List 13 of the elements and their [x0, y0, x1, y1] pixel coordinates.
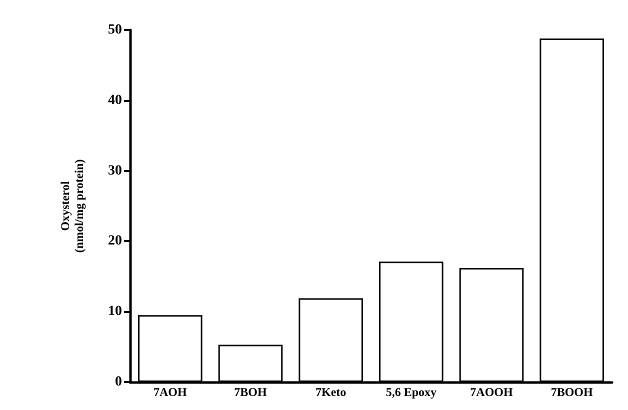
x-tick-label: 5,6 Epoxy: [386, 385, 437, 399]
x-tick-label: 7Keto: [316, 385, 346, 399]
x-tick-label: 7BOOH: [550, 385, 594, 399]
y-axis-title: Oxysterol (nmol/mg protein): [58, 159, 86, 253]
y-tick-label: 30: [108, 163, 122, 178]
y-tick-label: 10: [108, 304, 122, 320]
x-tick-label: 7BOH: [234, 385, 268, 399]
y-tick-label: 50: [108, 22, 122, 38]
y-tick-label: 0: [115, 374, 122, 390]
y-tick-label: 20: [108, 234, 122, 249]
x-tick-label: 7AOH: [153, 385, 188, 399]
x-tick-label: 7AOOH: [470, 385, 514, 399]
y-tick-label: 40: [108, 92, 122, 108]
